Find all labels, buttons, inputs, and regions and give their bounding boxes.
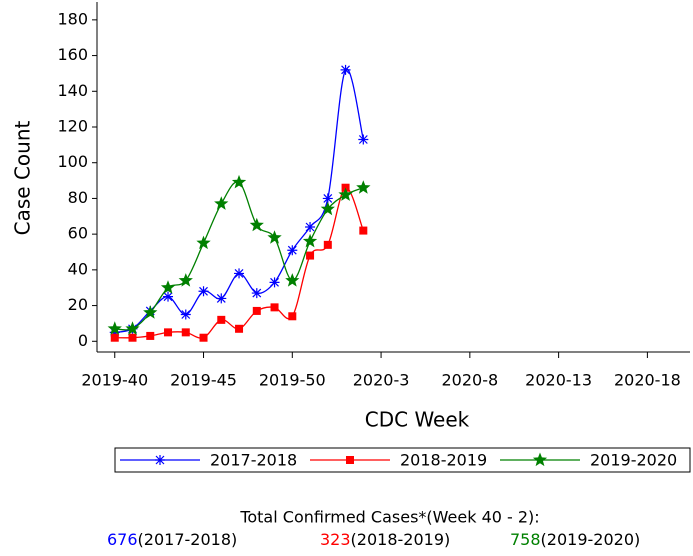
data-point (214, 196, 229, 210)
data-point (235, 324, 244, 333)
y-tick-label: 80 (68, 188, 88, 207)
data-point (302, 233, 318, 248)
legend-marker (532, 452, 548, 467)
data-point (269, 277, 280, 288)
y-tick-label: 20 (68, 295, 88, 314)
legend-marker (155, 455, 165, 465)
x-tick-label: 2019-50 (259, 371, 326, 390)
data-point (216, 293, 227, 304)
data-point (305, 222, 316, 232)
total-value: 676 (107, 530, 138, 549)
data-point (110, 333, 119, 342)
data-point (249, 217, 264, 232)
data-point (338, 187, 353, 201)
data-point (288, 312, 297, 321)
y-axis-label: Case Count (11, 120, 35, 235)
y-tick-label: 140 (57, 81, 88, 100)
data-point (340, 64, 351, 75)
legend-marker (346, 456, 354, 464)
data-point (143, 305, 158, 319)
data-point (180, 309, 191, 320)
data-point (163, 291, 174, 302)
x-tick-label: 2020-13 (525, 371, 592, 390)
x-tick-label: 2020-18 (614, 371, 681, 390)
data-point (125, 321, 140, 335)
total-season: (2017-2018) (138, 530, 238, 549)
data-point (251, 288, 262, 299)
totals-title: Total Confirmed Cases*(Week 40 - 2): (239, 508, 539, 527)
data-point (356, 180, 371, 194)
legend-label: 2018-2019 (400, 451, 487, 470)
y-tick-label: 0 (78, 331, 88, 350)
data-point (252, 306, 261, 315)
data-point (146, 331, 155, 340)
legend-box (114, 447, 691, 473)
data-point (199, 333, 208, 342)
data-point (267, 230, 282, 244)
total-season: (2018-2019) (351, 530, 451, 549)
y-tick-label: 120 (57, 117, 88, 136)
data-point (231, 174, 247, 189)
x-tick-label: 2019-45 (170, 371, 237, 390)
data-point (107, 321, 122, 335)
legend-label: 2017-2018 (210, 451, 297, 470)
total-value: 323 (320, 530, 351, 549)
x-tick-label: 2020-3 (353, 371, 410, 390)
data-point (270, 303, 279, 312)
data-point (164, 328, 173, 337)
y-tick-label: 180 (57, 9, 88, 28)
data-point (306, 251, 315, 260)
data-point (196, 235, 211, 250)
total-value: 758 (510, 530, 541, 549)
data-point (359, 226, 368, 235)
y-tick-label: 100 (57, 152, 88, 171)
total-season: (2019-2020) (541, 530, 641, 549)
total: 676(2017-2018) (107, 530, 237, 549)
data-point (285, 273, 300, 287)
data-point (322, 193, 333, 204)
y-tick-label: 60 (68, 224, 88, 243)
data-point (323, 240, 332, 249)
data-point (358, 134, 369, 145)
x-axis-label: CDC Week (365, 408, 470, 432)
data-point (320, 201, 335, 216)
legend-label: 2019-2020 (590, 451, 677, 470)
x-tick-label: 2020-8 (442, 371, 499, 390)
data-point (217, 315, 226, 324)
y-tick-label: 160 (57, 45, 88, 64)
data-point (287, 245, 298, 256)
total: 323(2018-2019) (320, 530, 450, 549)
data-point (234, 268, 245, 279)
data-point (160, 280, 176, 294)
data-point (109, 327, 120, 338)
data-point (181, 328, 190, 337)
data-point (198, 286, 209, 297)
total: 758(2019-2020) (510, 530, 640, 549)
data-point (128, 333, 137, 342)
y-tick-label: 40 (68, 259, 88, 278)
data-point (178, 273, 193, 287)
x-tick-label: 2019-40 (81, 371, 148, 390)
